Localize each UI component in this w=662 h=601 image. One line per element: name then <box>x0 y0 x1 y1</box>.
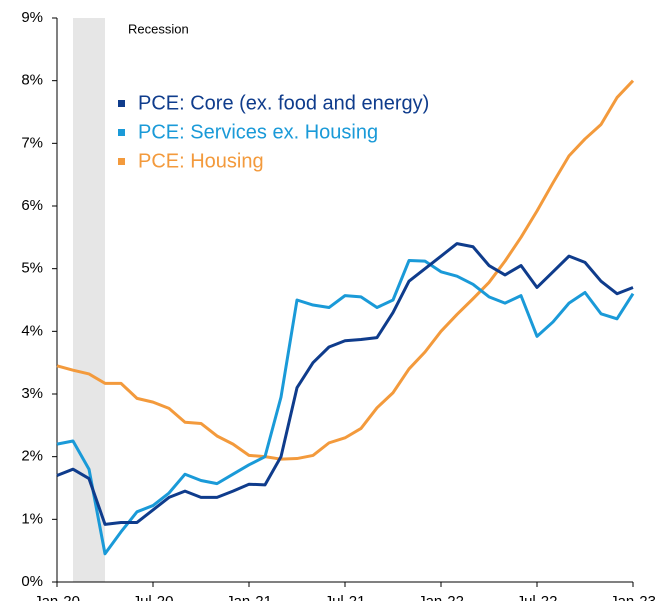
recession-band <box>73 18 105 582</box>
y-tick-label: 3% <box>21 385 43 402</box>
x-tick-label: Jan-23 <box>610 593 656 601</box>
series-line <box>56 79 635 461</box>
legend-swatch <box>118 158 125 165</box>
legend-label: PCE: Services ex. Housing <box>138 121 378 143</box>
y-tick-label: 6% <box>21 197 43 214</box>
y-tick-label: 8% <box>21 72 43 89</box>
x-tick-label: Jan-22 <box>418 593 464 601</box>
y-tick-label: 4% <box>21 322 43 339</box>
x-tick-label: Jul-21 <box>325 593 366 601</box>
series-line <box>56 259 635 556</box>
y-tick-label: 0% <box>21 573 43 590</box>
x-tick-label: Jan-21 <box>226 593 272 601</box>
legend-label: PCE: Housing <box>138 150 264 172</box>
legend-swatch <box>118 100 125 107</box>
series-line <box>56 242 634 526</box>
x-tick-label: Jan-20 <box>34 593 80 601</box>
legend-label: PCE: Core (ex. food and energy) <box>138 92 429 114</box>
y-tick-label: 9% <box>21 9 43 26</box>
y-tick-label: 5% <box>21 260 43 277</box>
y-tick-label: 7% <box>21 134 43 151</box>
x-tick-label: Jul-22 <box>517 593 558 601</box>
recession-label: Recession <box>128 21 189 36</box>
y-tick-label: 1% <box>21 510 43 527</box>
x-tick-label: Jul-20 <box>133 593 174 601</box>
legend-swatch <box>118 129 125 136</box>
y-tick-label: 2% <box>21 448 43 465</box>
